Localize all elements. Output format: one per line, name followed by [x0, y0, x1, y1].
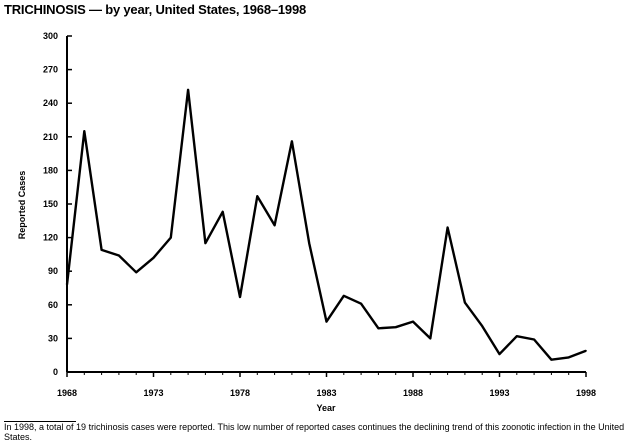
data-point [533, 338, 535, 341]
data-point [100, 249, 103, 251]
y-tick-label: 150 [43, 199, 58, 209]
data-point [204, 242, 207, 244]
data-point [360, 302, 362, 305]
y-tick-label: 180 [43, 165, 58, 175]
data-point [239, 296, 241, 298]
y-tick-label: 0 [53, 367, 58, 377]
data-point [516, 335, 518, 337]
x-tick-label: 1993 [489, 388, 509, 398]
data-point [394, 326, 397, 329]
x-tick-label: 1973 [143, 388, 163, 398]
x-tick-label: 1988 [403, 388, 423, 398]
data-point [83, 130, 86, 132]
y-tick-label: 240 [43, 98, 58, 108]
data-point [498, 353, 501, 355]
y-tick-label: 300 [43, 31, 58, 41]
x-axis-title: Year [316, 403, 336, 413]
data-point [221, 211, 224, 213]
y-tick-label: 90 [48, 266, 58, 276]
data-point [446, 226, 449, 229]
data-point [118, 254, 120, 257]
footnote: In 1998, a total of 19 trichinosis cases… [4, 422, 625, 442]
y-tick-label: 30 [48, 333, 58, 343]
y-axis-title: Reported Cases [17, 171, 27, 240]
data-point [325, 320, 328, 323]
data-point [273, 224, 276, 227]
x-tick-label: 1998 [576, 388, 596, 398]
data-point [170, 236, 172, 239]
data-point [256, 195, 259, 197]
data-points [66, 88, 587, 361]
data-point [377, 327, 380, 330]
footnote-rule [4, 421, 76, 422]
data-point [308, 242, 311, 244]
x-tick-label: 1983 [316, 388, 336, 398]
y-tick-label: 60 [48, 300, 58, 310]
data-point [66, 283, 68, 286]
data-point [412, 320, 414, 323]
y-tick-label: 270 [43, 65, 58, 75]
x-tick-label: 1968 [57, 388, 77, 398]
data-point [481, 325, 484, 327]
data-point [429, 337, 432, 340]
data-point [152, 256, 155, 259]
x-tick-label: 1978 [230, 388, 250, 398]
data-point [187, 88, 189, 91]
tick-labels: 0 30 60 90 120 150 180 210 240 270 300 1968 1973 1978… [43, 31, 596, 398]
y-tick-label: 210 [43, 132, 58, 142]
y-tick-label: 120 [43, 233, 58, 243]
line-chart: 0 30 60 90 120 150 180 210 240 270 300 1968 1973 1978… [17, 31, 596, 413]
data-point [567, 356, 570, 359]
chart-title: TRICHINOSIS — by year, United States, 19… [4, 2, 307, 17]
data-point [291, 140, 293, 143]
data-point [135, 271, 137, 274]
data-point [550, 358, 553, 361]
data-point [343, 295, 345, 297]
series-line-reported-cases [65, 88, 587, 361]
data-point [464, 301, 466, 304]
tick-marks [66, 35, 587, 377]
data-point [585, 349, 587, 352]
